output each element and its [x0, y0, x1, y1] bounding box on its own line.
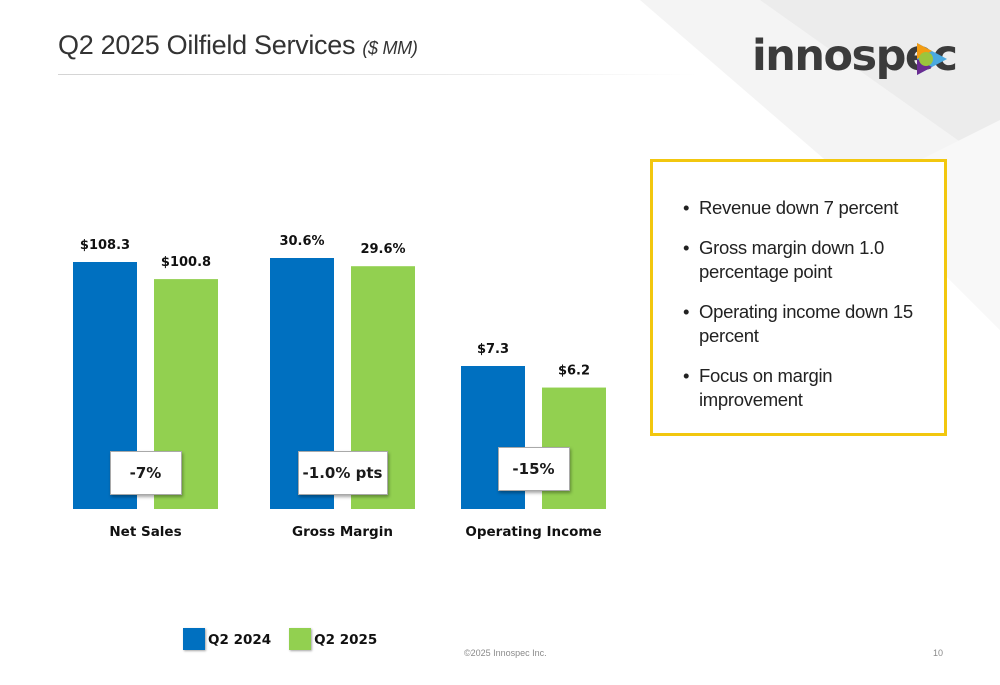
highlights-callout: Revenue down 7 percent Gross margin down…	[650, 159, 947, 436]
highlight-operating-income: Operating income down 15 percent	[683, 300, 924, 348]
change-label-operating-income: -15%	[497, 447, 570, 491]
data-label-net-sales-q2-2025: $100.8	[161, 255, 211, 270]
highlight-revenue: Revenue down 7 percent	[683, 196, 924, 220]
data-label-gross-margin-q2-2025: 29.6%	[360, 242, 405, 257]
title-divider	[58, 74, 698, 75]
innospec-logo: innospec	[752, 30, 962, 86]
page-title-text: Q2 2025 Oilfield Services	[58, 30, 356, 60]
legend-label-q2-2025: Q2 2025	[314, 631, 378, 648]
bar-chart: $108.3 $100.8 Net Sales 30.6% 29.6% Gross Mar…	[73, 234, 606, 540]
footer-copyright: ©2025 Innospec Inc.	[464, 648, 547, 658]
legend-label-q2-2024: Q2 2024	[208, 631, 272, 648]
data-label-gross-margin-q2-2024: 30.6%	[279, 234, 324, 249]
category-label-operating-income: Operating Income	[465, 524, 601, 540]
category-label-net-sales: Net Sales	[109, 524, 181, 540]
page-title-unit: ($ MM)	[362, 38, 418, 58]
legend-swatch-q2-2025	[289, 628, 312, 650]
legend-item-q2-2025: Q2 2025	[289, 628, 377, 650]
chart-legend: Q2 2024 Q2 2025	[183, 628, 395, 650]
logo-arrow-icon	[917, 43, 947, 75]
highlight-gross-margin: Gross margin down 1.0 percentage point	[683, 236, 924, 284]
page-number: 10	[933, 648, 944, 658]
highlight-focus: Focus on margin improvement	[683, 364, 924, 412]
data-label-net-sales-q2-2024: $108.3	[80, 238, 130, 253]
change-label-net-sales: -7%	[109, 451, 182, 495]
data-label-operating-income-q2-2024: $7.3	[477, 342, 509, 357]
legend-item-q2-2024: Q2 2024	[183, 628, 271, 650]
highlights-list: Revenue down 7 percent Gross margin down…	[653, 162, 944, 412]
data-label-operating-income-q2-2025: $6.2	[558, 364, 590, 379]
legend-swatch-q2-2024	[183, 628, 205, 650]
page-title: Q2 2025 Oilfield Services ($ MM)	[58, 30, 418, 61]
category-label-gross-margin: Gross Margin	[292, 524, 393, 540]
change-label-gross-margin: -1.0% pts	[297, 451, 388, 495]
